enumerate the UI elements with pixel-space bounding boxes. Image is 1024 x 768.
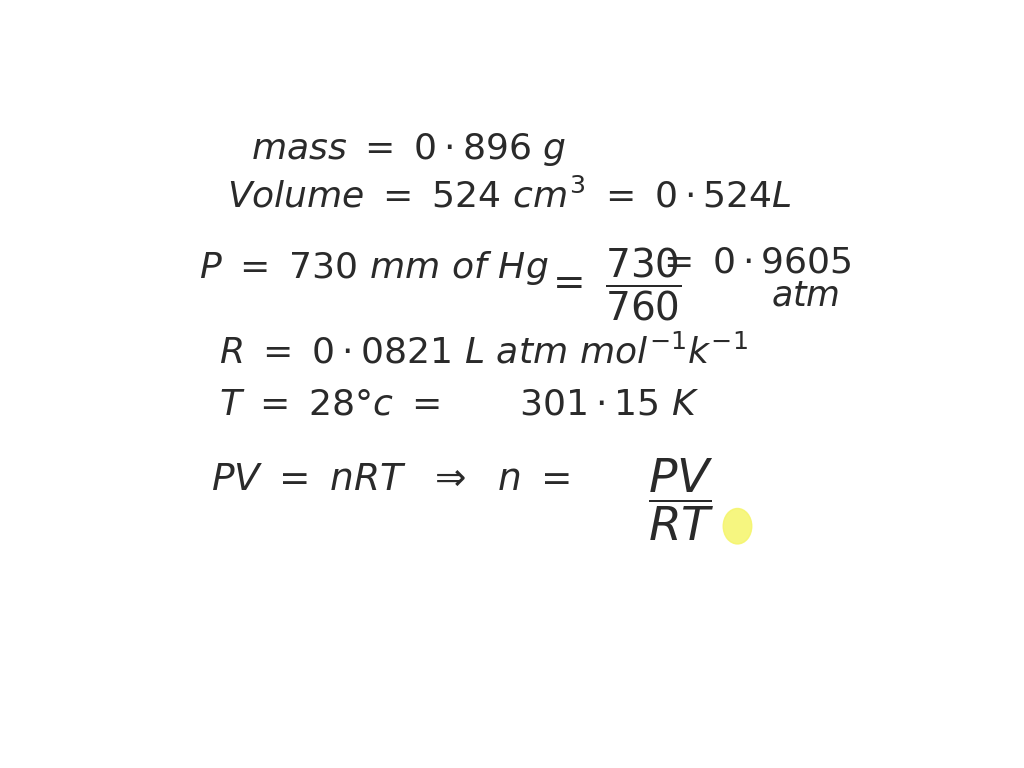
Ellipse shape (723, 508, 752, 544)
Text: $\it{Volume}\ =\ 524\ \it{cm}^3\ =\ 0\cdot524\it{L}$: $\it{Volume}\ =\ 524\ \it{cm}^3\ =\ 0\cd… (227, 178, 792, 214)
Text: $\it{PV}\ =\ \it{nRT}\ \ \Rightarrow\ \ \it{n}\ =$: $\it{PV}\ =\ \it{nRT}\ \ \Rightarrow\ \ … (211, 462, 570, 498)
Text: $\it{P}\ =\ 730\ \it{mm\ of\ Hg}$: $\it{P}\ =\ 730\ \it{mm\ of\ Hg}$ (200, 249, 549, 287)
Text: $\it{atm}$: $\it{atm}$ (771, 279, 840, 313)
Text: $=\ \dfrac{730}{760}$: $=\ \dfrac{730}{760}$ (545, 246, 681, 323)
Text: $=\ 0\cdot9605$: $=\ 0\cdot9605$ (655, 246, 851, 280)
Text: $\it{R}\ =\ 0\cdot0821\ \it{L\ atm\ mol}^{-1}\it{k}^{-1}$: $\it{R}\ =\ 0\cdot0821\ \it{L\ atm\ mol}… (219, 335, 749, 371)
Text: $\dfrac{\it{PV}}{\it{RT}}$: $\dfrac{\it{PV}}{\it{RT}}$ (648, 456, 715, 543)
Text: $\it{mass}\ =\ 0\cdot896\ \it{g}$: $\it{mass}\ =\ 0\cdot896\ \it{g}$ (251, 131, 566, 167)
Text: $\it{T}\ =\ 28°\it{c}\ =\ \ \ \ \ \ 301\cdot15\ \it{K}$: $\it{T}\ =\ 28°\it{c}\ =\ \ \ \ \ \ 301\… (219, 388, 699, 422)
